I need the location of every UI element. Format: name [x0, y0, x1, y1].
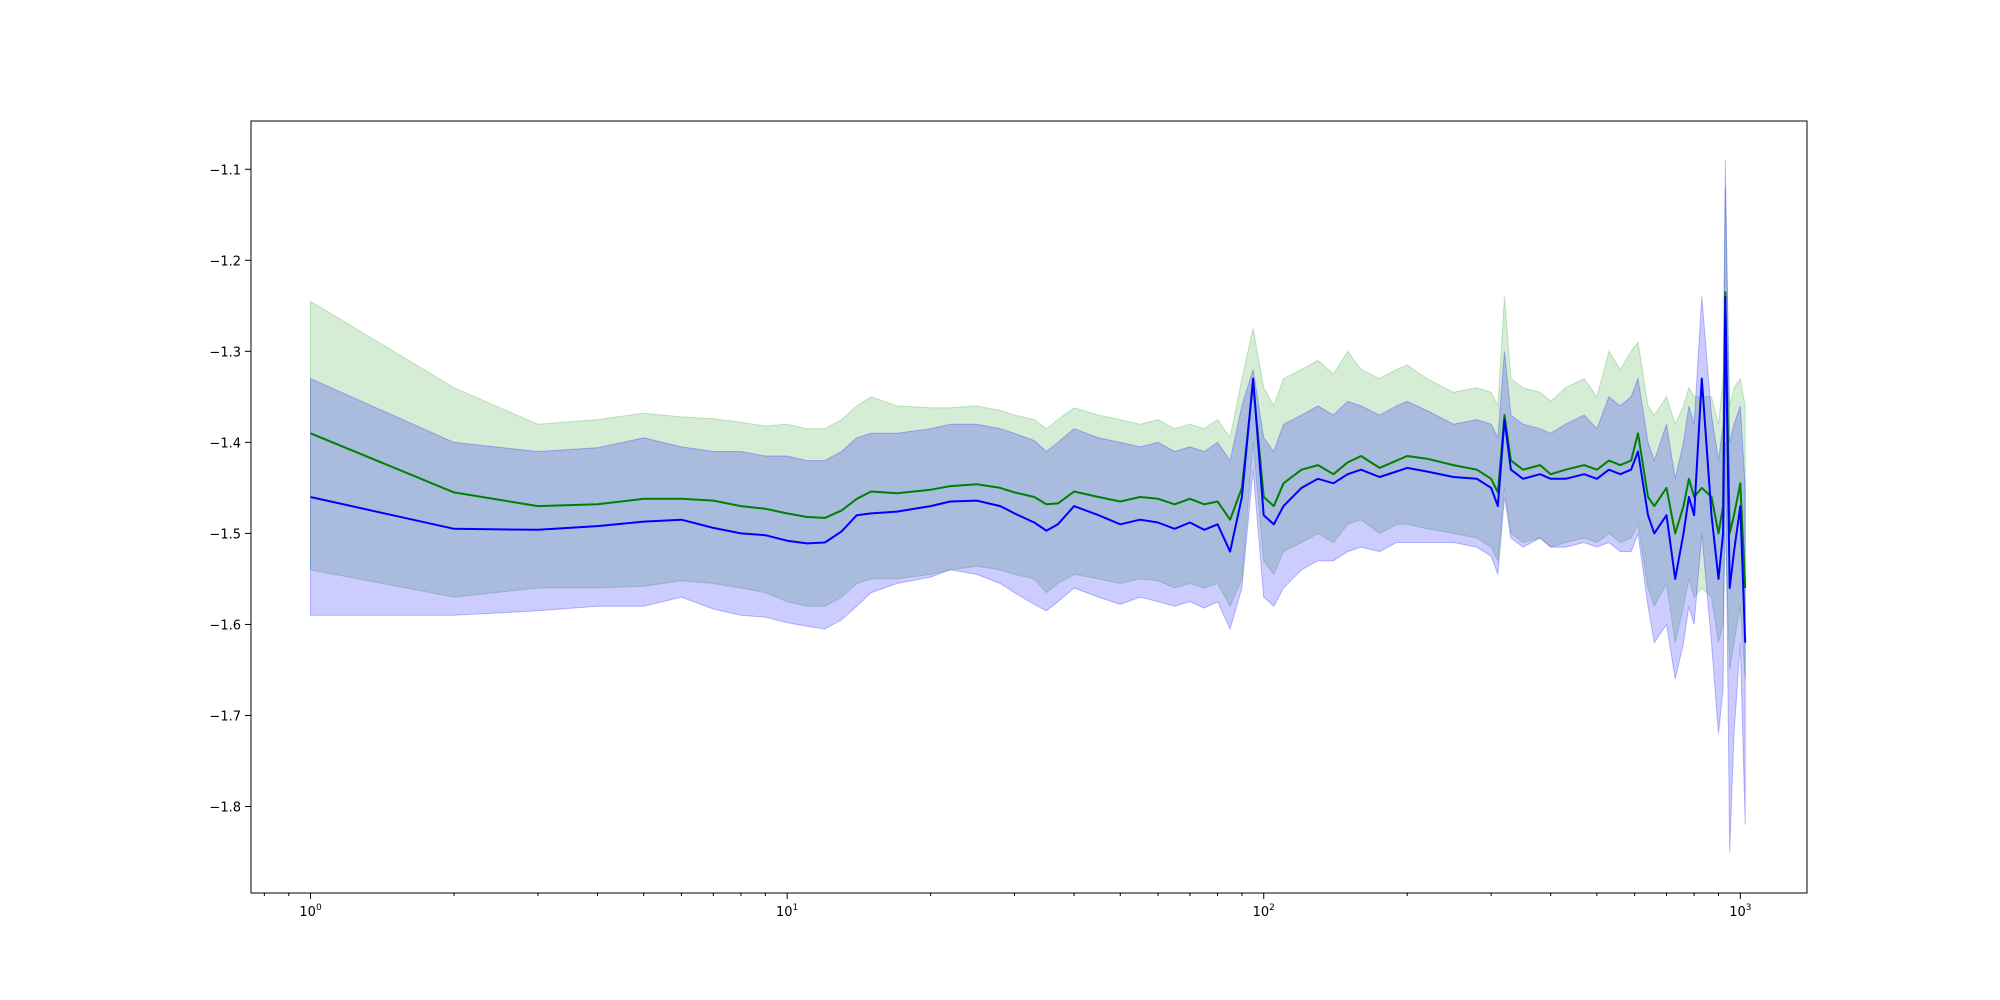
y-tick-label: −1.3: [209, 345, 241, 360]
x-axis: 100 101 102 103: [263, 893, 1751, 920]
plot-frame: [250, 120, 1808, 894]
series-1-band: [310, 160, 1746, 853]
y-tick-label: −1.4: [209, 436, 241, 451]
x-tick-label: 101: [776, 903, 798, 920]
x-tick-label: 102: [1253, 903, 1275, 920]
x-tick-exponent: 1: [793, 903, 799, 913]
x-tick-base: 10: [1729, 905, 1746, 920]
y-tick-label: −1.2: [209, 254, 241, 269]
series-0-band: [310, 187, 1746, 680]
series-0-line: [310, 291, 1747, 589]
y-tick-label: −1.8: [209, 801, 241, 816]
x-tick-label: 100: [299, 903, 322, 920]
confidence-bands: [310, 160, 1746, 853]
y-tick-label: −1.1: [209, 163, 241, 178]
y-tick-label: −1.5: [209, 527, 241, 542]
x-tick-base: 10: [299, 905, 316, 920]
y-tick-label: −1.6: [209, 618, 241, 633]
series-1-line: [310, 295, 1747, 643]
x-tick-base: 10: [776, 905, 793, 920]
series-lines: [310, 291, 1747, 643]
x-tick-exponent: 3: [1746, 903, 1752, 913]
y-tick-label: −1.7: [209, 709, 241, 724]
y-axis: −1.1 −1.2 −1.3 −1.4 −1.5 −1.6 −1.7 −1.8: [209, 163, 251, 816]
x-tick-exponent: 0: [316, 903, 322, 913]
x-tick-base: 10: [1253, 905, 1270, 920]
x-tick-exponent: 2: [1269, 903, 1275, 913]
x-tick-label: 103: [1729, 903, 1751, 920]
